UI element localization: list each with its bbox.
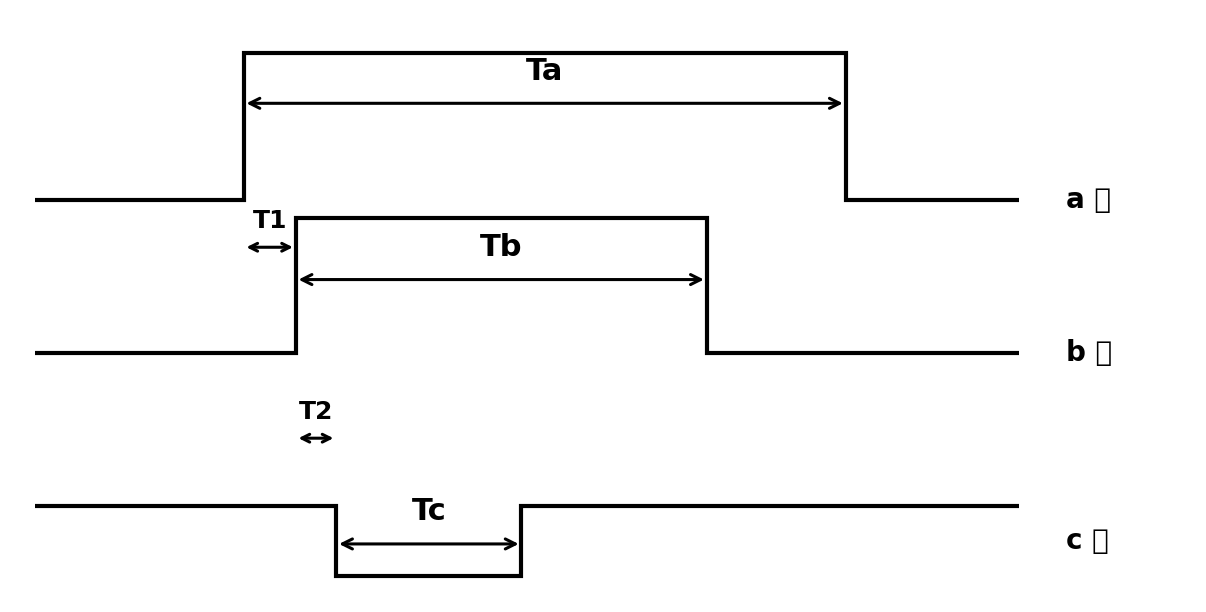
Text: T2: T2 xyxy=(299,400,333,424)
Text: Ta: Ta xyxy=(526,57,563,86)
Text: a 相: a 相 xyxy=(1066,186,1111,214)
Text: b 相: b 相 xyxy=(1066,339,1112,367)
Text: T1: T1 xyxy=(252,209,287,233)
Text: c 相: c 相 xyxy=(1066,527,1108,555)
Text: Tb: Tb xyxy=(480,233,522,262)
Text: Tc: Tc xyxy=(411,498,446,526)
